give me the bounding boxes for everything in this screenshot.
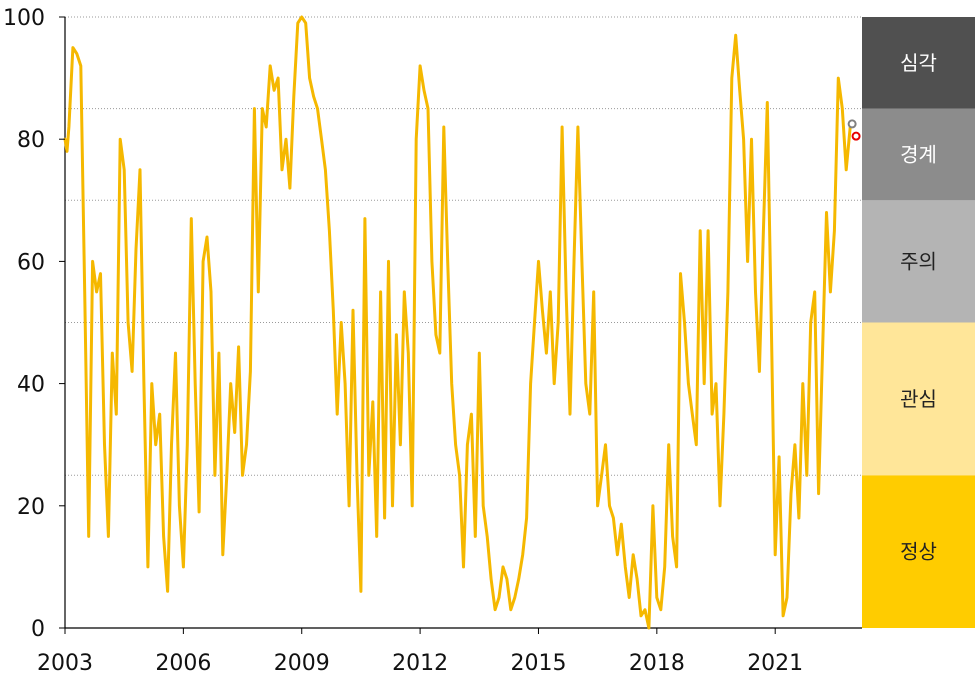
y-tick-label: 60 — [17, 250, 45, 275]
gridlines — [65, 16, 862, 476]
y-tick-label: 100 — [3, 6, 45, 31]
x-tick-label: 2006 — [155, 651, 211, 676]
axes — [64, 17, 862, 629]
x-tick-label: 2021 — [747, 651, 803, 676]
band-4 — [862, 17, 975, 109]
band-2 — [862, 200, 975, 323]
band-label: 경계 — [900, 142, 937, 166]
y-tick-label: 20 — [17, 495, 45, 520]
band-label: 주의 — [900, 249, 937, 273]
endpoint-marker-0 — [847, 119, 857, 129]
x-tick-label: 2018 — [629, 651, 685, 676]
band-label: 관심 — [900, 387, 937, 411]
band-0 — [862, 475, 975, 628]
band-label: 심각 — [900, 51, 937, 75]
endpoint-markers — [847, 119, 861, 141]
risk-level-bands: 정상 관심 주의 경계 심각 — [862, 17, 975, 628]
x-tick-label: 2009 — [274, 651, 330, 676]
x-tick-label: 2003 — [37, 651, 93, 676]
band-3 — [862, 108, 975, 201]
tick-labels: 0 20 40 60 80 100 2003 2006 2009 2012 2015 2018 2021 — [3, 6, 803, 676]
band-1 — [862, 322, 975, 476]
x-tick-label: 2015 — [510, 651, 566, 676]
series-layer — [63, 15, 852, 630]
y-tick-label: 40 — [17, 373, 45, 398]
x-tick-label: 2012 — [392, 651, 448, 676]
y-tick-label: 80 — [17, 128, 45, 153]
series-line-0 — [63, 15, 852, 630]
y-tick-label: 0 — [31, 617, 45, 642]
endpoint-marker-1 — [851, 131, 861, 141]
band-label: 정상 — [900, 540, 937, 564]
